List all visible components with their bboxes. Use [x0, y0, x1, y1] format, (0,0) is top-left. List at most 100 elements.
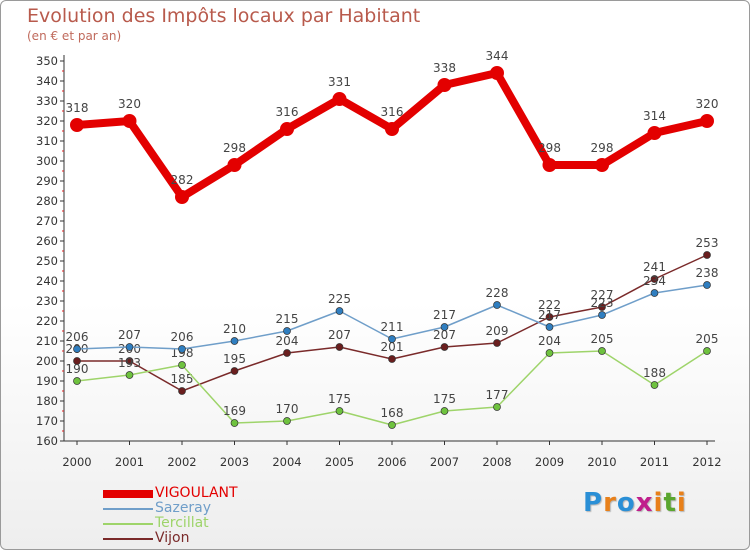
- data-label: 282: [171, 173, 194, 187]
- legend-label-vigoulant: VIGOULANT: [155, 485, 238, 501]
- data-label: 177: [486, 388, 509, 402]
- data-point: [73, 377, 81, 385]
- data-point: [335, 307, 344, 315]
- data-point: [335, 343, 344, 351]
- data-label: 217: [433, 308, 456, 322]
- data-point: [700, 114, 714, 128]
- x-tick-label: 2004: [272, 455, 301, 469]
- y-tick-label: 250: [36, 254, 58, 268]
- data-point: [650, 289, 659, 297]
- y-tick-label: 160: [36, 434, 58, 448]
- data-label: 217: [538, 308, 561, 322]
- legend-label-vijon: Vijon: [155, 530, 190, 546]
- y-tick-label: 280: [36, 194, 58, 208]
- x-tick-label: 2000: [62, 455, 91, 469]
- data-label: 185: [171, 372, 194, 386]
- proxiti-logo: Proxiti: [583, 488, 687, 518]
- logo-letter: o: [616, 488, 636, 518]
- y-tick-label: 290: [36, 174, 58, 188]
- data-point: [283, 327, 291, 335]
- y-tick-label: 190: [36, 374, 58, 388]
- data-point: [70, 118, 84, 132]
- data-label: 206: [66, 330, 89, 344]
- data-label: 344: [486, 49, 509, 63]
- logo-letter: P: [583, 488, 604, 518]
- data-label: 331: [328, 75, 351, 89]
- y-tick-label: 350: [36, 54, 58, 68]
- data-point: [545, 323, 554, 331]
- data-point: [440, 407, 449, 415]
- y-tick-label: 340: [36, 74, 58, 88]
- logo-letter: r: [603, 488, 617, 518]
- data-point: [703, 251, 711, 259]
- data-label: 206: [171, 330, 194, 344]
- data-point: [385, 122, 399, 136]
- data-label: 318: [66, 101, 89, 115]
- legend-swatch-vijon: [103, 538, 153, 540]
- y-tick-label: 180: [36, 394, 58, 408]
- y-tick-label: 170: [36, 414, 58, 428]
- data-label: 222: [538, 298, 561, 312]
- data-point: [125, 343, 134, 351]
- y-tick-label: 210: [36, 334, 58, 348]
- data-point: [335, 407, 344, 415]
- data-point: [388, 335, 396, 343]
- y-tick-label: 200: [36, 354, 58, 368]
- logo-letter: x: [635, 488, 654, 518]
- x-tick-label: 2003: [220, 455, 249, 469]
- data-point: [545, 349, 554, 357]
- data-point: [283, 349, 291, 357]
- data-point: [280, 122, 294, 136]
- data-point: [227, 158, 242, 172]
- data-label: 215: [276, 312, 299, 326]
- data-point: [647, 126, 662, 140]
- data-label: 195: [223, 352, 246, 366]
- data-point: [545, 313, 554, 321]
- x-tick-label: 2005: [325, 455, 354, 469]
- logo-letter: t: [663, 488, 677, 518]
- x-tick-label: 2002: [167, 455, 196, 469]
- data-label: 223: [591, 296, 614, 310]
- data-point: [703, 347, 711, 355]
- chart-subtitle: (en € et par an): [27, 29, 122, 43]
- data-label: 211: [381, 320, 404, 334]
- y-tick-label: 330: [36, 94, 58, 108]
- data-point: [388, 421, 396, 429]
- data-label: 227: [591, 288, 614, 302]
- data-point: [490, 66, 504, 80]
- data-point: [175, 190, 189, 204]
- data-label: 193: [118, 356, 141, 370]
- data-label: 170: [276, 402, 299, 416]
- y-tick-label: 300: [36, 154, 58, 168]
- data-label: 201: [381, 340, 404, 354]
- data-point: [178, 345, 186, 353]
- data-label: 225: [328, 292, 351, 306]
- data-label: 207: [118, 328, 141, 342]
- x-tick-label: 2012: [692, 455, 721, 469]
- data-label: 204: [276, 334, 299, 348]
- data-point: [598, 347, 606, 355]
- y-tick-label: 310: [36, 134, 58, 148]
- data-point: [595, 158, 609, 172]
- data-label: 190: [66, 362, 89, 376]
- data-label: 207: [433, 328, 456, 342]
- y-tick-label: 320: [36, 114, 58, 128]
- data-label: 209: [486, 324, 509, 338]
- x-tick-label: 2007: [430, 455, 459, 469]
- data-point: [283, 417, 291, 425]
- legend-swatch-sazeray: [103, 508, 153, 510]
- data-point: [493, 339, 501, 347]
- data-label: 169: [223, 404, 246, 418]
- data-point: [230, 419, 239, 427]
- data-label: 320: [118, 97, 141, 111]
- data-point: [493, 301, 501, 309]
- y-tick-label: 260: [36, 234, 58, 248]
- data-point: [230, 337, 239, 345]
- legend-swatch-tercillat: [103, 523, 153, 525]
- data-label: 316: [381, 105, 404, 119]
- data-label: 188: [643, 366, 666, 380]
- data-label: 210: [223, 322, 246, 336]
- data-point: [440, 323, 449, 331]
